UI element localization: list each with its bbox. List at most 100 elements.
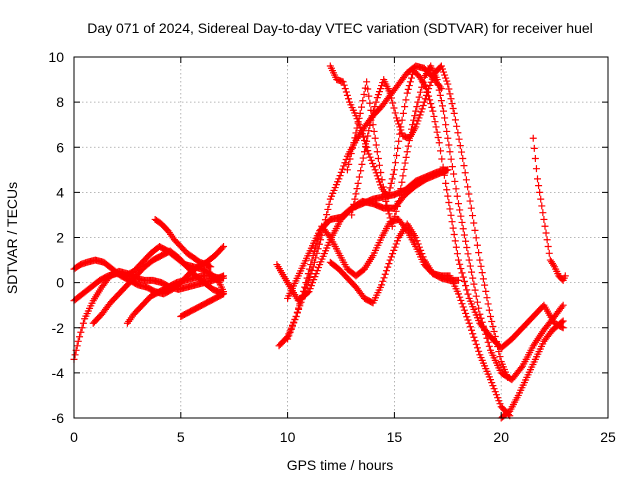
data-point [407, 74, 415, 82]
data-point [351, 134, 359, 142]
data-points [70, 62, 569, 422]
data-point [455, 135, 463, 143]
data-point [420, 98, 428, 106]
data-point [325, 232, 333, 240]
data-point [466, 262, 474, 270]
data-point [364, 132, 372, 140]
data-point [492, 391, 500, 399]
data-point [395, 137, 403, 145]
data-point [453, 250, 461, 258]
data-point [438, 102, 446, 110]
data-point [386, 184, 394, 192]
data-point [448, 163, 456, 171]
data-point [393, 152, 401, 160]
data-point [451, 177, 459, 185]
data-point [352, 190, 360, 198]
data-point [357, 167, 365, 175]
data-point [468, 268, 476, 276]
data-point [473, 298, 481, 306]
data-point [359, 154, 367, 162]
data-point [385, 210, 393, 218]
data-point [371, 166, 379, 174]
data-point [373, 94, 381, 102]
data-point [425, 85, 433, 93]
data-point [427, 78, 435, 86]
data-point [452, 185, 460, 193]
data-point [346, 155, 354, 163]
data-point [463, 313, 471, 321]
data-point [542, 229, 550, 237]
data-point [487, 312, 495, 320]
data-point [399, 172, 407, 180]
data-point [385, 188, 393, 196]
data-point [298, 292, 306, 300]
data-point [303, 274, 311, 282]
data-point [495, 397, 503, 405]
series-sat-o [348, 62, 512, 381]
data-point [531, 155, 539, 163]
data-point [454, 200, 462, 208]
data-point [433, 128, 441, 136]
data-point [307, 282, 315, 290]
data-point [482, 287, 490, 295]
data-point [369, 159, 377, 167]
data-point [304, 270, 312, 278]
data-point [559, 317, 567, 325]
data-point [347, 150, 355, 158]
data-point [393, 237, 401, 245]
series-sat-p [497, 317, 567, 422]
data-point [374, 175, 382, 183]
data-point [442, 74, 450, 82]
data-point [302, 279, 310, 287]
data-point [301, 283, 309, 291]
data-point [440, 171, 448, 179]
data-point [220, 290, 228, 298]
data-point [459, 273, 467, 281]
data-point [445, 199, 453, 207]
data-point [287, 325, 295, 333]
data-point [458, 148, 466, 156]
data-point [395, 197, 403, 205]
data-point [384, 206, 392, 214]
data-point [460, 306, 468, 314]
data-point [340, 162, 348, 170]
data-point [348, 211, 356, 219]
data-point [427, 100, 435, 108]
data-point [489, 382, 497, 390]
data-point [484, 338, 492, 346]
data-point [309, 252, 317, 260]
data-point [391, 159, 399, 167]
data-point [464, 250, 472, 258]
data-point [363, 143, 371, 151]
data-point [356, 109, 364, 117]
data-point [404, 142, 412, 150]
data-point [468, 326, 476, 334]
data-point [437, 62, 445, 70]
data-point [389, 170, 397, 178]
data-point [454, 276, 462, 284]
data-point [470, 333, 478, 341]
x-tick-label: 0 [70, 429, 78, 445]
data-point [359, 133, 367, 141]
data-point [454, 290, 462, 298]
data-point [488, 379, 496, 387]
data-point [340, 81, 348, 89]
data-point [393, 114, 401, 122]
data-point [482, 330, 490, 338]
data-point [419, 253, 427, 261]
data-point [544, 243, 552, 251]
data-point [460, 277, 468, 285]
data-point [438, 155, 446, 163]
data-point [403, 148, 411, 156]
data-point [446, 90, 454, 98]
data-point [345, 160, 353, 168]
data-point [380, 274, 388, 282]
data-point [341, 159, 349, 167]
data-point [391, 109, 399, 117]
data-point [417, 108, 425, 116]
data-point [377, 169, 385, 177]
data-point [297, 296, 305, 304]
data-point [386, 89, 394, 97]
data-point [378, 82, 386, 90]
data-point [490, 328, 498, 336]
